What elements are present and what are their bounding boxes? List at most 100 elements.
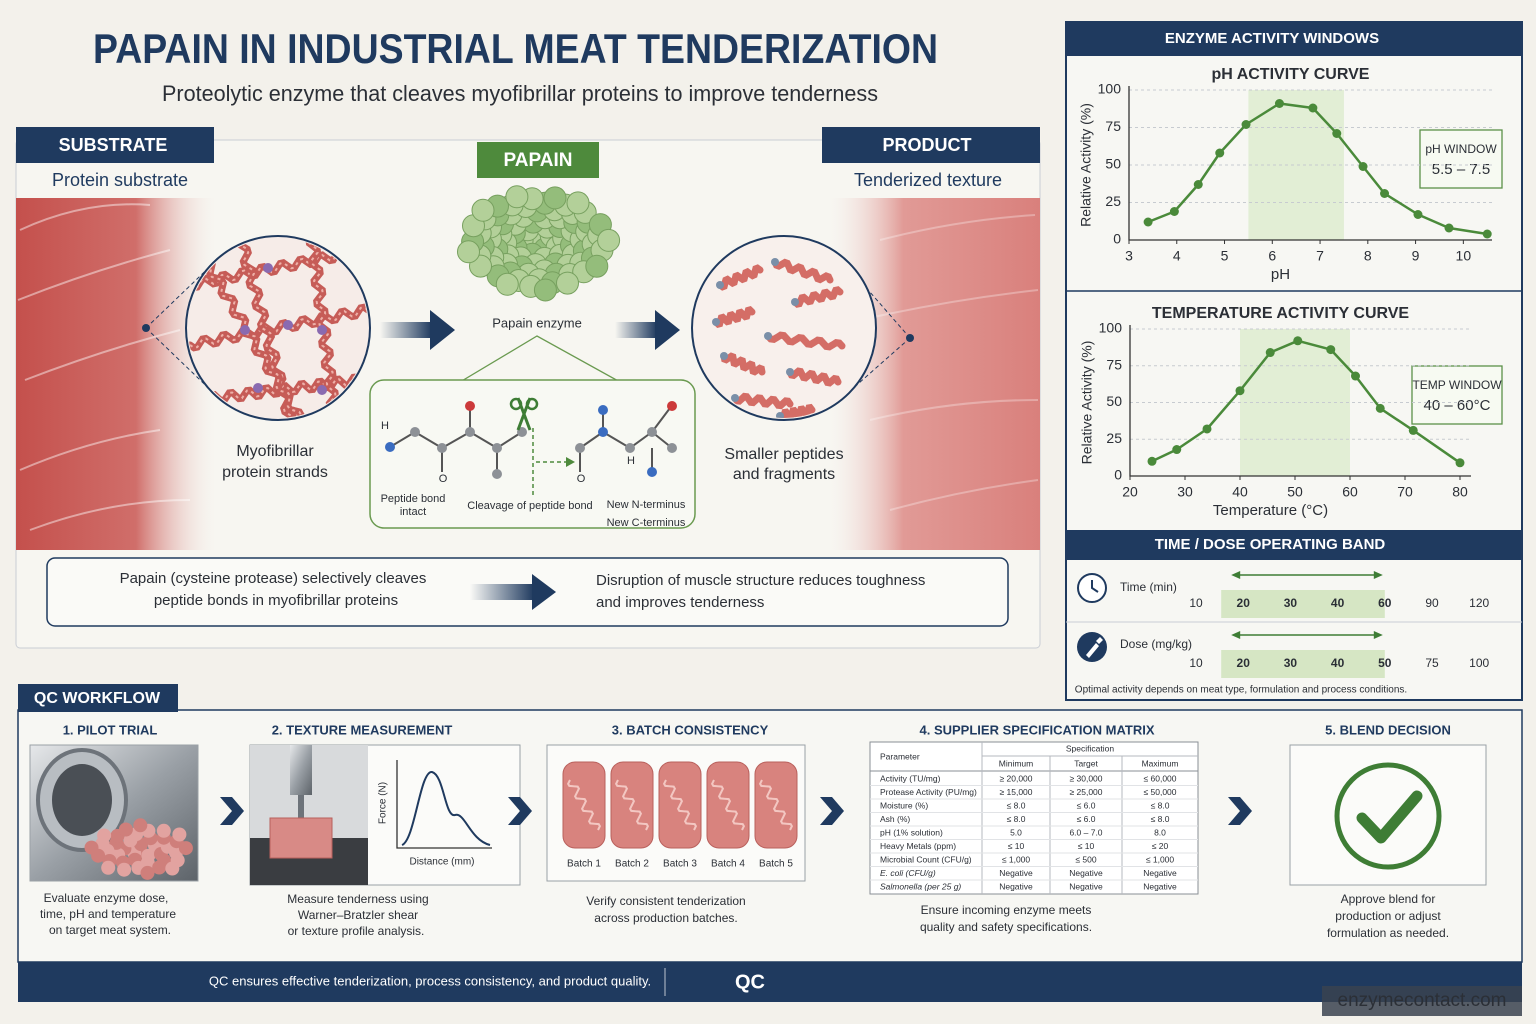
step-title: 2. TEXTURE MEASUREMENT: [272, 722, 453, 737]
marbling-streak: [29, 499, 191, 531]
mince-piece: [84, 840, 99, 855]
x-tick-label: 3: [1125, 248, 1133, 264]
data-point: [1265, 348, 1275, 358]
analyzer-probe: [290, 745, 312, 795]
table-cell: pH (1% solution): [880, 827, 943, 837]
data-point: [1455, 458, 1465, 468]
enzyme-label: Papain enzyme: [492, 315, 582, 330]
callout-pointer: [459, 335, 621, 383]
atom: [598, 405, 608, 415]
y-tick-label: 25: [1105, 193, 1121, 209]
step-caption: quality and safety specifications.: [920, 920, 1092, 934]
fragment-end: [771, 258, 779, 266]
atom: [575, 443, 585, 453]
data-point: [1193, 180, 1203, 189]
atom: [647, 427, 657, 437]
distance-axis-label: Distance (mm): [409, 857, 474, 868]
substrate-label: Protein substrate: [52, 170, 188, 190]
marbling-streak: [869, 399, 1039, 421]
band-tick-label: 40: [1331, 656, 1345, 670]
step-caption: Verify consistent tenderization: [586, 894, 745, 908]
footer-statement: QC ensures effective tenderization, proc…: [209, 973, 651, 988]
operating-band: [1221, 590, 1385, 618]
bond: [469, 431, 498, 449]
atom: [492, 443, 502, 453]
fragment: [786, 367, 842, 387]
product-caption: Smaller peptides: [724, 446, 843, 463]
fragment-end: [764, 332, 772, 340]
fragment: [731, 392, 794, 410]
x-tick-label: 50: [1287, 484, 1303, 500]
tender-meat: [830, 198, 1040, 550]
flow-arrow: [615, 322, 657, 338]
reaction-caption: Peptide bond: [381, 493, 446, 505]
minced-meat: [84, 818, 193, 880]
summary-text: peptide bonds in myofibrillar proteins: [154, 592, 398, 609]
enzyme-residue: [457, 240, 480, 264]
x-tick-label: 60: [1342, 484, 1358, 500]
enzyme-residue: [556, 271, 579, 295]
crosslink: [317, 385, 327, 395]
flow-arrow-head: [655, 310, 680, 350]
x-tick-label: 40: [1232, 484, 1248, 500]
batch-label: Batch 4: [711, 859, 745, 870]
y-tick-label: 75: [1105, 118, 1121, 134]
table-cell: ≥ 25,000: [1069, 787, 1102, 797]
atom: [437, 443, 447, 453]
step-arrow: [1228, 797, 1252, 825]
table-cell: ≥ 30,000: [1069, 773, 1102, 783]
texture-axes: [396, 760, 492, 849]
summary-arrow: [470, 584, 534, 600]
batch-texture: [566, 779, 602, 831]
papain-heading: PAPAIN: [504, 150, 573, 171]
data-point: [1308, 103, 1318, 113]
y-tick-label: 50: [1105, 156, 1121, 172]
marbling-streak: [859, 289, 1039, 321]
band-arrow-head: [1231, 571, 1241, 579]
enzyme-residue: [505, 185, 529, 209]
reaction-caption: intact: [400, 506, 426, 518]
data-point: [1332, 129, 1342, 138]
approval-check: [1356, 790, 1423, 844]
enzyme-residue: [533, 278, 557, 302]
y-axis-label: Relative Activity (%): [1078, 103, 1094, 227]
crosslink: [263, 263, 273, 273]
step-caption: Measure tenderness using: [287, 892, 428, 906]
marbling-streak: [879, 214, 1036, 241]
band-tick-label: 20: [1237, 596, 1251, 610]
table-cell: ≤ 8.0: [1007, 814, 1026, 824]
x-tick-label: 4: [1173, 248, 1181, 264]
reaction-caption: Cleavage of peptide bond: [467, 500, 592, 512]
x-axis-label: Temperature (°C): [1213, 502, 1328, 519]
y-tick-label: 50: [1106, 393, 1122, 409]
table-cell: Negative: [999, 881, 1033, 891]
substrate-heading: SUBSTRATE: [59, 135, 168, 155]
table-cell: ≤ 8.0: [1151, 814, 1170, 824]
crosslink: [240, 325, 250, 335]
band-tick-label: 40: [1331, 596, 1345, 610]
table-header: Parameter: [880, 751, 920, 761]
band-tick-label: 50: [1378, 656, 1392, 670]
marbling-streak: [17, 249, 171, 301]
mince-piece: [140, 865, 155, 880]
atom: [647, 467, 657, 477]
strand-highlight: [307, 238, 340, 418]
peptide-fragments: [712, 258, 846, 418]
x-tick-label: 70: [1397, 484, 1413, 500]
spec-matrix: Parameter Specification Minimum Target Maxim…: [869, 741, 1199, 895]
y-tick-label: 0: [1113, 231, 1121, 247]
step-caption: production or adjust: [1335, 909, 1441, 923]
table-cell: Ash (%): [880, 814, 910, 824]
table-cell: Protease Activity (PU/mg): [880, 787, 977, 797]
step-arrow: [220, 797, 244, 825]
clock-hands: [1091, 580, 1099, 593]
product-caption: and fragments: [733, 466, 835, 483]
table-cell: ≤ 500: [1075, 854, 1096, 864]
data-point: [1375, 403, 1385, 413]
summary-arrow-head: [532, 574, 556, 610]
x-tick-label: 6: [1268, 248, 1276, 264]
chart-title: TEMPERATURE ACTIVITY CURVE: [1152, 305, 1410, 322]
step-caption: or texture profile analysis.: [288, 924, 425, 938]
